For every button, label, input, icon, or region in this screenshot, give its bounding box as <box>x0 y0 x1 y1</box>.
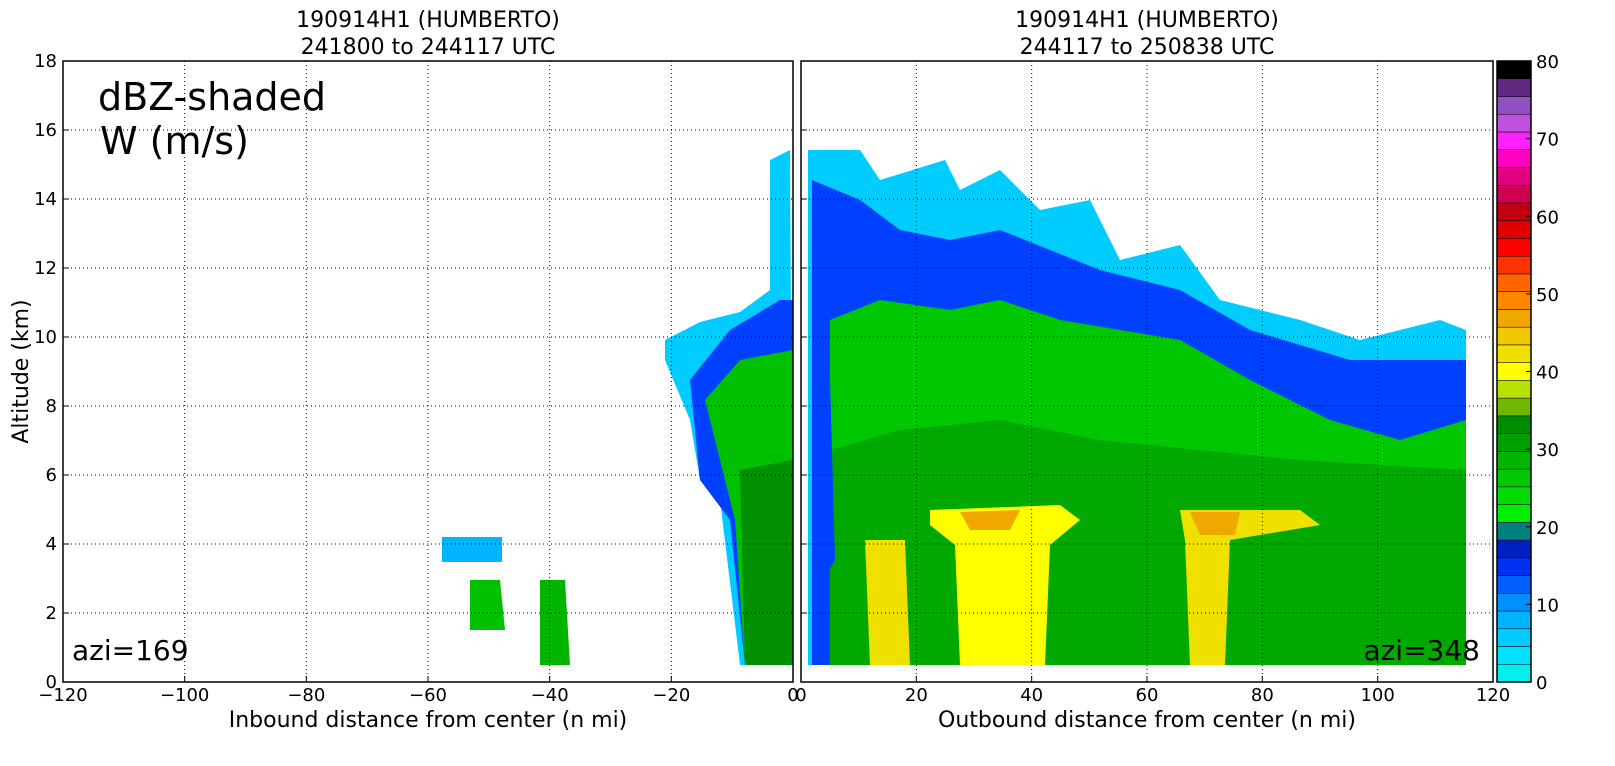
colorbar-tick-label: 70 <box>1536 130 1559 151</box>
colorbar-box <box>1496 273 1532 292</box>
colorbar-box <box>1496 149 1532 168</box>
y-tick-label: 16 <box>34 120 57 141</box>
colorbar-box <box>1496 610 1532 630</box>
x-tick-label: 0 <box>795 685 806 706</box>
colorbar-box <box>1496 238 1532 257</box>
colorbar-box <box>1496 628 1532 647</box>
colorbar-box <box>1496 184 1532 204</box>
colorbar-box <box>1496 291 1532 310</box>
x-tick-label: −40 <box>531 685 569 706</box>
x-tick-label: 20 <box>905 685 928 706</box>
y-tick-label: 2 <box>46 603 57 624</box>
x-tick-label: −120 <box>38 685 87 706</box>
colorbar-box <box>1496 167 1532 186</box>
colorbar-box <box>1496 220 1532 239</box>
y-tick-label: 10 <box>34 327 57 348</box>
x-tick-label: 0 <box>787 685 798 706</box>
colorbar-box <box>1496 309 1532 328</box>
annotation: azi=348 <box>1363 634 1480 667</box>
x-tick-label: −80 <box>287 685 325 706</box>
colorbar-tick-label: 80 <box>1536 52 1559 73</box>
colorbar-box <box>1496 255 1532 275</box>
y-tick-label: 14 <box>34 189 57 210</box>
colorbar-box <box>1496 415 1532 434</box>
colorbar-box <box>1496 78 1532 97</box>
y-tick-label: 8 <box>46 396 57 417</box>
panel-title: 190914H1 (HUMBERTO) <box>296 8 560 33</box>
colorbar-box <box>1496 380 1532 399</box>
y-tick-label: 18 <box>34 51 57 72</box>
colorbar-box <box>1496 362 1532 381</box>
x-tick-label: 40 <box>1020 685 1043 706</box>
x-tick-label: 120 <box>1476 685 1510 706</box>
x-tick-label: 80 <box>1251 685 1274 706</box>
x-tick-label: 100 <box>1360 685 1394 706</box>
colorbar-box <box>1496 575 1532 594</box>
x-tick-label: −20 <box>652 685 690 706</box>
x-axis-label: Outbound distance from center (n mi) <box>938 708 1356 733</box>
colorbar-box <box>1496 202 1532 221</box>
y-tick-label: 6 <box>46 465 57 486</box>
x-tick-label: −60 <box>409 685 447 706</box>
annotation: dBZ-shaded <box>98 75 326 119</box>
y-axis-label: Altitude (km) <box>9 299 34 443</box>
colorbar-tick-label: 20 <box>1536 518 1559 539</box>
colorbar-tick-label: 40 <box>1536 363 1559 384</box>
annotation: W (m/s) <box>100 119 249 163</box>
colorbar-tick-label: 60 <box>1536 207 1559 228</box>
colorbar-box <box>1496 131 1532 150</box>
colorbar-box <box>1496 344 1532 363</box>
y-tick-label: 12 <box>34 258 57 279</box>
x-axis-label: Inbound distance from center (n mi) <box>229 708 628 733</box>
x-tick-label: −100 <box>160 685 209 706</box>
plot-frame <box>62 60 794 683</box>
colorbar-tick-label: 50 <box>1536 285 1559 306</box>
panel-subtitle: 241800 to 244117 UTC <box>301 35 556 60</box>
colorbar-box <box>1496 646 1532 665</box>
colorbar-box <box>1496 486 1532 505</box>
panel-title: 190914H1 (HUMBERTO) <box>1015 8 1279 33</box>
colorbar-box <box>1496 664 1532 683</box>
annotation: azi=169 <box>72 634 189 667</box>
colorbar-box <box>1496 326 1532 346</box>
colorbar-tick-label: 0 <box>1536 673 1547 694</box>
colorbar-box <box>1496 433 1532 452</box>
colorbar-box <box>1496 593 1532 612</box>
colorbar-box <box>1496 96 1532 115</box>
reflectivity-field-left <box>442 150 793 665</box>
colorbar-box <box>1496 113 1532 133</box>
colorbar-box <box>1496 522 1532 541</box>
colorbar-tick-label: 30 <box>1536 440 1559 461</box>
colorbar-tick-label: 10 <box>1536 595 1559 616</box>
colorbar-box <box>1496 539 1532 559</box>
panel-subtitle: 244117 to 250838 UTC <box>1020 35 1275 60</box>
plot-frame <box>800 60 1494 683</box>
colorbar-box <box>1496 557 1532 576</box>
colorbar-box <box>1496 451 1532 470</box>
colorbar-box <box>1496 504 1532 523</box>
y-tick-label: 4 <box>46 534 57 555</box>
y-tick-label: 0 <box>46 672 57 693</box>
reflectivity-field-right <box>808 150 1466 665</box>
x-tick-label: 60 <box>1136 685 1159 706</box>
colorbar-frame <box>1496 60 1532 683</box>
colorbar-box <box>1496 60 1532 79</box>
colorbar-box <box>1496 468 1532 488</box>
colorbar-box <box>1496 397 1532 417</box>
